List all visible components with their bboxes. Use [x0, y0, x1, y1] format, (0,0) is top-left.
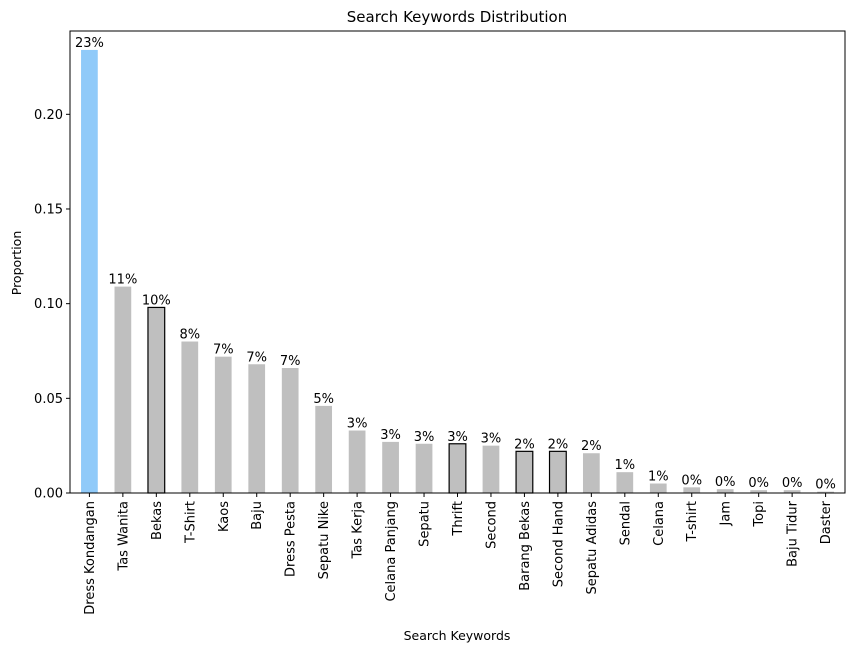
data-label: 0%	[715, 475, 736, 490]
data-label: 0%	[815, 478, 836, 493]
x-axis-label: Search Keywords	[404, 628, 511, 643]
x-tick-label: Kaos	[217, 501, 232, 532]
bar-tas-kerja	[348, 430, 366, 493]
data-label: 2%	[581, 439, 602, 454]
x-tick-label: Sendal	[618, 501, 633, 545]
y-tick-label: 0.15	[34, 202, 63, 217]
bar-barang-bekas	[515, 450, 534, 494]
bar-topi	[750, 490, 768, 493]
x-tick-label: T-shirt	[685, 501, 700, 543]
data-label: 0%	[681, 473, 702, 488]
y-tick-label: 0.10	[34, 297, 63, 312]
bar-second	[482, 445, 500, 493]
bar-sepatu-nike	[315, 405, 333, 493]
y-ticks-layer: 0.00 0.05 0.10 0.15 0.20	[34, 108, 70, 502]
data-label: 3%	[347, 417, 368, 432]
x-tick-label: Dress Pesta	[284, 501, 299, 577]
bar-jam	[716, 489, 734, 493]
y-axis-label: Proportion	[9, 231, 24, 296]
x-ticks-layer: Dress Kondangan Tas Wanita Bekas T-Shirt Kao…	[83, 493, 834, 615]
data-label: 7%	[280, 354, 301, 369]
x-tick-label: Baju	[250, 501, 265, 530]
bar-second-hand	[548, 450, 567, 494]
data-label: 10%	[142, 293, 171, 308]
y-tick-label: 0.20	[34, 108, 63, 123]
bar-daster	[817, 491, 834, 493]
bars-layer	[81, 49, 834, 494]
y-tick-label: 0.05	[34, 392, 63, 407]
data-label: 3%	[380, 428, 401, 443]
x-tick-label: Celana Panjang	[384, 501, 399, 602]
x-tick-label: Second Hand	[551, 501, 566, 587]
data-label: 0%	[748, 476, 769, 491]
x-tick-label: Sepatu	[418, 501, 433, 547]
bar-tas-wanita	[114, 286, 132, 493]
bar-dress-kondangan	[81, 49, 98, 494]
bar-kaos	[214, 356, 232, 493]
bar-bekas	[147, 306, 166, 494]
x-tick-label: Thrift	[451, 501, 466, 537]
data-label: 3%	[447, 430, 468, 445]
data-label: 2%	[548, 437, 569, 452]
data-label: 5%	[313, 392, 334, 407]
bar-t-shirt	[181, 341, 199, 493]
bar-dress-pesta	[281, 368, 299, 493]
data-label: 23%	[75, 36, 104, 51]
x-tick-label: T-Shirt	[183, 501, 198, 544]
x-tick-label: Barang Bekas	[518, 501, 533, 591]
x-tick-label: Celana	[652, 501, 667, 546]
x-tick-label: Second	[484, 501, 499, 549]
data-label: 0%	[782, 476, 803, 491]
data-label: 3%	[414, 430, 435, 445]
data-label: 3%	[481, 432, 502, 447]
bar-sepatu	[415, 443, 433, 493]
y-tick-label: 0.00	[34, 487, 63, 502]
bar-celana	[649, 483, 667, 493]
x-tick-label: Sepatu Adidas	[585, 501, 600, 595]
x-tick-label: Jam	[719, 501, 734, 526]
data-label: 1%	[614, 458, 635, 473]
bar-baju	[248, 364, 266, 493]
bar-sendal	[616, 472, 634, 493]
bar-baju-tidur	[783, 490, 801, 493]
x-tick-label: Sepatu Nike	[317, 501, 332, 579]
x-tick-label: Daster	[819, 500, 834, 544]
data-label: 8%	[179, 328, 200, 343]
data-labels-layer: 23% 11% 10% 8% 7% 7% 7% 5% 3% 3% 3% 3% 3% 2% 2% 2% 1% 1% 0…	[75, 36, 836, 493]
data-label: 1%	[648, 470, 669, 485]
x-tick-label: Topi	[752, 501, 767, 528]
bar-thrift	[448, 443, 467, 494]
bar-t-shirt	[683, 487, 701, 493]
x-tick-label: Baju Tidur	[786, 500, 801, 567]
chart-title: Search Keywords Distribution	[347, 8, 567, 26]
data-label: 2%	[514, 437, 535, 452]
x-tick-label: Bekas	[150, 501, 165, 540]
data-label: 7%	[213, 343, 234, 358]
bar-celana-panjang	[382, 441, 399, 493]
data-label: 7%	[246, 350, 267, 365]
x-tick-label: Tas Kerja	[351, 501, 366, 559]
x-tick-label: Tas Wanita	[116, 501, 131, 572]
plot-frame	[69, 30, 846, 494]
bar-sepatu-adidas	[582, 453, 600, 493]
x-tick-label: Dress Kondangan	[83, 501, 98, 615]
data-label: 11%	[108, 273, 137, 288]
